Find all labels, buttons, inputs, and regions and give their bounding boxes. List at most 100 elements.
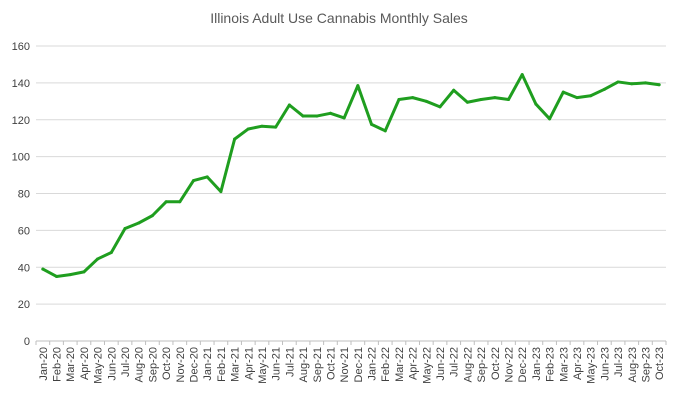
data-point — [287, 103, 291, 107]
x-tick-label: Jul-20 — [120, 347, 132, 377]
data-point — [342, 116, 346, 120]
x-tick-label: Sep-23 — [640, 347, 652, 382]
x-tick-label: Jul-23 — [613, 347, 625, 377]
data-point — [260, 124, 264, 128]
data-point — [137, 221, 141, 225]
data-point — [520, 73, 524, 77]
x-tick-label: Oct-20 — [161, 347, 173, 380]
x-tick-label: Apr-20 — [79, 347, 91, 380]
x-tick-label: Sep-21 — [312, 347, 324, 382]
x-axis-ticks: Jan-20 Feb-20 Mar-20 Apr-20 May-20 Jun-20 Jul-… — [35, 341, 667, 384]
x-tick-label: Nov-20 — [175, 347, 187, 382]
series-line — [41, 73, 661, 278]
data-point — [507, 97, 510, 101]
x-tick-label: Dec-20 — [189, 347, 201, 382]
x-tick-label: Jun-21 — [271, 347, 283, 381]
x-tick-label: Aug-22 — [462, 347, 474, 382]
data-point — [164, 200, 168, 204]
y-tick-label: 0 — [24, 336, 30, 348]
data-point — [328, 111, 332, 115]
x-tick-label: Jan-23 — [531, 347, 543, 381]
x-tick-label: Nov-21 — [339, 347, 351, 382]
y-tick-label: 60 — [18, 225, 30, 237]
data-point — [589, 94, 593, 98]
data-point — [616, 80, 620, 84]
data-point — [370, 122, 374, 126]
data-point — [192, 179, 195, 183]
x-tick-label: May-22 — [421, 347, 433, 384]
data-point — [602, 87, 606, 91]
x-tick-label: Dec-21 — [353, 347, 365, 382]
data-point — [55, 274, 59, 278]
data-point — [178, 200, 182, 204]
data-point — [493, 96, 497, 100]
x-tick-label: Jan-22 — [367, 347, 379, 381]
x-tick-label: Feb-23 — [545, 347, 557, 382]
x-tick-label: Jan-21 — [202, 347, 214, 381]
data-point — [123, 227, 127, 231]
x-tick-label: Nov-22 — [504, 347, 516, 382]
x-tick-label: May-23 — [586, 347, 598, 384]
data-point — [82, 270, 86, 274]
data-point — [424, 99, 428, 103]
y-tick-label: 140 — [12, 78, 30, 90]
data-point — [68, 273, 72, 277]
data-point — [479, 97, 483, 101]
x-tick-label: Aug-21 — [298, 347, 310, 382]
x-tick-label: Sep-20 — [147, 347, 159, 382]
x-tick-label: Mar-22 — [394, 347, 406, 382]
data-point — [465, 100, 469, 104]
data-point — [438, 105, 442, 109]
data-point — [575, 96, 579, 100]
gridlines — [36, 45, 666, 342]
data-point — [41, 267, 45, 271]
y-tick-label: 80 — [18, 189, 30, 201]
x-tick-label: Mar-20 — [65, 347, 77, 382]
x-tick-label: Apr-21 — [243, 347, 255, 380]
x-tick-label: Oct-23 — [654, 347, 666, 380]
y-tick-label: 160 — [12, 41, 30, 53]
data-point — [96, 257, 100, 261]
x-tick-label: Aug-20 — [134, 347, 146, 382]
data-point — [233, 137, 237, 141]
x-tick-label: Apr-23 — [572, 347, 584, 380]
y-tick-label: 20 — [18, 299, 30, 311]
x-tick-label: Dec-22 — [517, 347, 529, 382]
data-point — [246, 127, 250, 131]
data-point — [643, 81, 647, 85]
x-tick-label: Jul-22 — [449, 347, 461, 377]
x-tick-label: Feb-22 — [380, 347, 392, 382]
data-point — [150, 214, 154, 218]
data-point — [315, 114, 319, 118]
data-point — [301, 114, 305, 118]
y-tick-label: 120 — [12, 115, 30, 127]
data-point — [205, 175, 209, 179]
x-tick-label: Sep-22 — [476, 347, 488, 382]
data-point — [356, 84, 360, 88]
x-tick-label: Feb-20 — [52, 347, 64, 382]
x-tick-label: Jun-20 — [106, 347, 118, 381]
x-tick-label: May-21 — [257, 347, 269, 384]
data-point — [411, 96, 415, 100]
data-point — [630, 82, 634, 86]
x-tick-label: Mar-21 — [230, 347, 242, 382]
data-point — [548, 117, 552, 121]
y-axis-ticks: 0 20 40 60 80 100 120 140 160 — [12, 41, 30, 348]
series-layer — [41, 73, 661, 278]
data-point — [534, 102, 538, 106]
data-point — [397, 97, 401, 101]
data-point — [383, 129, 387, 133]
x-tick-label: Oct-22 — [490, 347, 502, 380]
x-tick-label: Jun-22 — [435, 347, 447, 381]
x-tick-label: Jul-21 — [284, 347, 296, 377]
y-tick-label: 100 — [12, 152, 30, 164]
data-point — [657, 83, 661, 87]
chart-title: Illinois Adult Use Cannabis Monthly Sale… — [210, 10, 468, 26]
x-tick-label: Oct-21 — [325, 347, 337, 380]
data-point — [274, 125, 278, 129]
x-tick-label: Feb-21 — [216, 347, 228, 382]
x-tick-label: Jun-23 — [599, 347, 611, 381]
x-tick-label: May-20 — [93, 347, 105, 384]
x-tick-label: Jan-20 — [38, 347, 50, 381]
